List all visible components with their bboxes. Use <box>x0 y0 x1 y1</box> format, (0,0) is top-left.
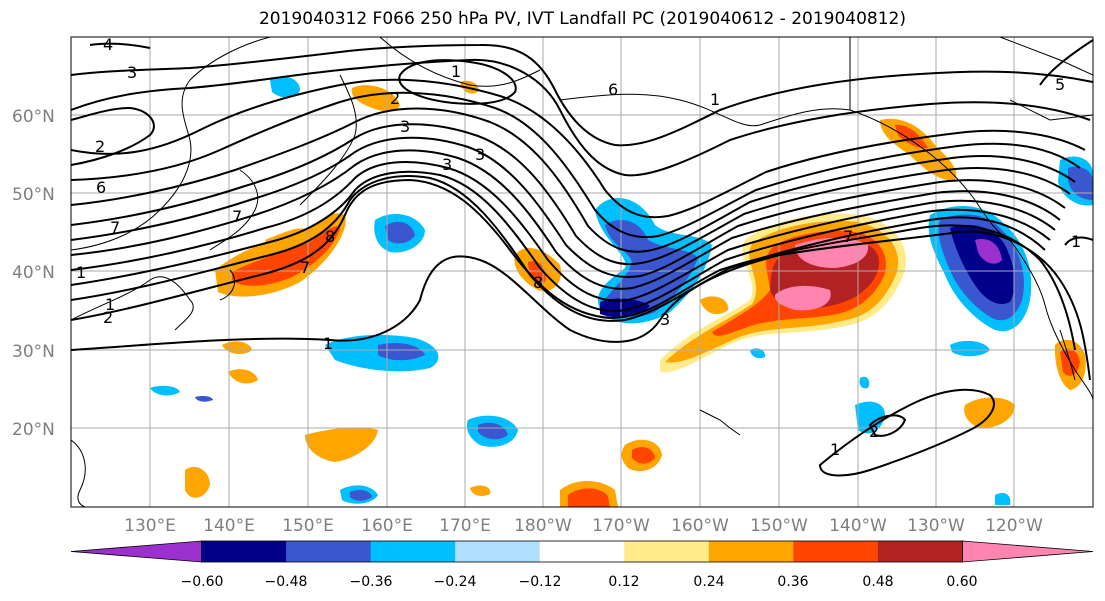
lon-label: 130°E <box>124 516 176 536</box>
contour-label: 7 <box>843 227 853 246</box>
contour-label: 5 <box>1055 75 1065 94</box>
contour-label: 3 <box>442 155 452 174</box>
lon-label: 130°W <box>907 516 965 536</box>
lon-label: 150°E <box>282 516 334 536</box>
contour-label: 1 <box>710 90 720 109</box>
colorbar-tick-labels: −0.60 −0.48 −0.36 −0.24 −0.12 0.12 0.24 … <box>181 574 978 590</box>
colorbar-tick-label: −0.12 <box>519 574 562 590</box>
colorbar-tick-label: −0.48 <box>265 574 308 590</box>
contour-label: 1 <box>105 295 115 314</box>
lon-label: 170°W <box>592 516 650 536</box>
contour-label: 7 <box>110 218 120 237</box>
lon-label: 140°E <box>203 516 255 536</box>
contour-labels: 1 1 1 1 1 2 2 2 2 3 3 3 3 3 4 5 6 6 7 7 … <box>76 35 1081 459</box>
contour-label: 3 <box>400 117 410 136</box>
colorbar-extend-max <box>962 540 1094 563</box>
lat-label: 30°N <box>12 342 55 362</box>
map-title: 2019040312 F066 250 hPa PV, IVT Landfall… <box>258 9 906 29</box>
pv-contours <box>71 39 1093 477</box>
colorbar-extend-min <box>70 540 202 563</box>
colorbar-segment <box>201 541 287 562</box>
colorbar-tick-label: −0.24 <box>434 574 477 590</box>
lat-label: 60°N <box>12 107 55 127</box>
colorbar-segment <box>624 541 710 562</box>
lon-label: 120°W <box>985 516 1043 536</box>
longitude-labels: 130°E 140°E 150°E 160°E 170°E 180°W 170°… <box>124 516 1043 536</box>
contour-label: 8 <box>533 273 543 292</box>
colorbar-tick-label: 0.12 <box>608 574 639 590</box>
latitude-labels: 20°N 30°N 40°N 50°N 60°N <box>12 107 55 440</box>
lon-label: 160°E <box>361 516 413 536</box>
lon-label: 140°W <box>829 516 887 536</box>
contour-label: 2 <box>869 422 879 441</box>
contour-label: 8 <box>325 227 335 246</box>
colorbar-segment <box>793 541 879 562</box>
colorbar <box>70 540 1094 563</box>
contour-label: 3 <box>660 310 670 329</box>
contour-label: 1 <box>1071 232 1081 251</box>
graticule <box>71 37 1093 507</box>
contour-label: 6 <box>608 80 618 99</box>
contour-label: 4 <box>103 35 113 54</box>
contour-label: 2 <box>390 89 400 108</box>
contour-label: 1 <box>323 334 333 353</box>
lon-label: 170°E <box>439 516 491 536</box>
contour-label: 1 <box>830 440 840 459</box>
contour-label: 1 <box>76 263 86 282</box>
contour-label: 6 <box>96 178 106 197</box>
colorbar-tick-label: −0.36 <box>350 574 393 590</box>
lon-label: 150°W <box>750 516 808 536</box>
lon-label: 180°W <box>514 516 572 536</box>
contour-label: 2 <box>95 137 105 156</box>
colorbar-segment <box>286 541 372 562</box>
lat-label: 20°N <box>12 420 55 440</box>
contour-label: 7 <box>232 207 242 226</box>
lat-label: 40°N <box>12 263 55 283</box>
contour-label: 1 <box>451 62 461 81</box>
colorbar-segment <box>539 541 625 562</box>
colorbar-tick-label: 0.48 <box>862 574 893 590</box>
ivt-pc-fill <box>150 76 1093 507</box>
colorbar-tick-label: 0.24 <box>693 574 724 590</box>
colorbar-segment <box>455 541 541 562</box>
contour-label: 7 <box>300 258 310 277</box>
colorbar-outline <box>201 540 963 563</box>
contour-label: 3 <box>127 63 137 82</box>
contour-label: 3 <box>475 145 485 164</box>
lat-label: 50°N <box>12 185 55 205</box>
colorbar-tick-label: 0.60 <box>946 574 977 590</box>
contour-label: 2 <box>103 308 113 327</box>
lon-label: 160°W <box>671 516 729 536</box>
colorbar-segment <box>370 541 456 562</box>
colorbar-segment <box>877 541 963 562</box>
colorbar-tick-label: 0.36 <box>777 574 808 590</box>
map-frame <box>70 36 1094 508</box>
colorbar-segment <box>708 541 794 562</box>
colorbar-tick-label: −0.60 <box>181 574 224 590</box>
